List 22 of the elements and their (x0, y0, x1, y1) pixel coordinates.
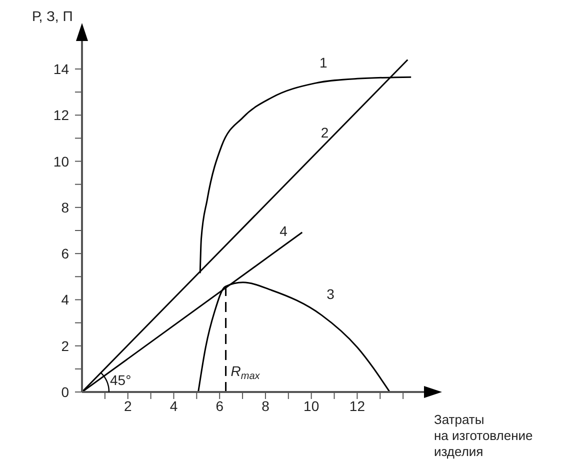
annotation: 4 (280, 223, 288, 240)
annotation: 3 (326, 286, 335, 302)
y-tick-label: 12 (53, 107, 70, 124)
x-tick-label: 12 (349, 398, 366, 414)
annotation: R$_{max}$ (230, 363, 261, 382)
annotation: 2 (320, 124, 329, 140)
annotation: 1 (320, 54, 328, 70)
y-tick-label: 6 (61, 246, 70, 262)
y-tick-label: 10 (53, 153, 70, 170)
y-tick-label: 14 (53, 60, 70, 77)
x-axis-title: Затраты на изготовление изделия (434, 412, 534, 460)
x-tick-label: 6 (216, 398, 224, 414)
x-tick-label: 10 (304, 398, 320, 414)
x-tick-label: 4 (170, 398, 178, 414)
y-tick-label: 4 (61, 292, 70, 308)
annotation: 45° (110, 372, 132, 388)
x-tick-label: 8 (262, 398, 270, 414)
y-tick-label: 0 (61, 384, 70, 400)
y-tick-label: 8 (61, 199, 70, 216)
y-axis-title: Р, З, П (32, 8, 73, 24)
x-tick-label: 2 (124, 398, 132, 414)
y-tick-label: 2 (61, 338, 70, 354)
